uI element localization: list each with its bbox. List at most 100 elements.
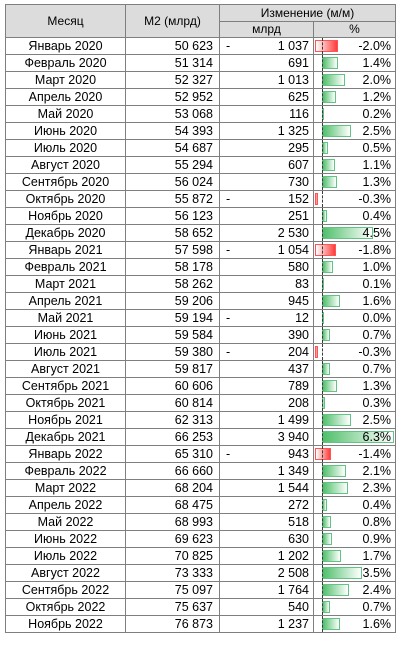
cell-change-mlrd: 83	[219, 275, 314, 293]
cell-change-mlrd: 1 013	[219, 71, 314, 89]
cell-m2: 73 333	[125, 564, 220, 582]
cell-m2: 50 623	[125, 37, 220, 55]
databar-positive	[322, 363, 330, 375]
cell-m2: 59 206	[125, 292, 220, 310]
databar-positive	[322, 176, 337, 188]
databar-positive	[322, 57, 338, 69]
cell-m2: 52 327	[125, 71, 220, 89]
cell-change-mlrd: 295	[219, 139, 314, 157]
change-pct-value: 1.6%	[362, 294, 392, 308]
cell-month: Апрель 2022	[5, 496, 126, 514]
cell-m2: 56 024	[125, 173, 220, 191]
cell-change-pct: 1.6%	[312, 292, 397, 310]
databar-axis	[322, 616, 323, 632]
cell-m2: 56 123	[125, 207, 220, 225]
databar-axis	[322, 548, 323, 564]
cell-m2: 76 873	[125, 615, 220, 633]
databar-positive	[322, 380, 337, 392]
cell-change-mlrd: - 1 037	[219, 37, 314, 55]
table-row: Ноябрь 2020 56 123 251 0.4%	[5, 207, 397, 225]
cell-month: Октябрь 2021	[5, 394, 126, 412]
change-abs-value: 3 940	[277, 430, 309, 444]
change-pct-value: -0.3%	[358, 192, 392, 206]
databar-positive	[322, 329, 330, 341]
table-row: Июнь 2021 59 584 390 0.7%	[5, 326, 397, 344]
cell-change-pct: -1.8%	[312, 241, 397, 259]
cell-month: Август 2020	[5, 156, 126, 174]
change-abs-value: 251	[288, 209, 309, 223]
cell-change-mlrd: 1 237	[219, 615, 314, 633]
table-row: Январь 2021 57 598- 1 054 -1.8%	[5, 241, 397, 259]
databar-positive	[322, 91, 336, 103]
cell-change-mlrd: 437	[219, 360, 314, 378]
databar-axis	[322, 276, 323, 292]
change-abs-value: 943	[288, 447, 309, 461]
change-pct-value: 0.3%	[362, 396, 392, 410]
change-abs-value: 1 349	[277, 464, 309, 478]
change-pct-value: 1.3%	[362, 175, 392, 189]
change-abs-value: 540	[288, 600, 309, 614]
cell-m2: 59 817	[125, 360, 220, 378]
change-abs-value: 437	[288, 362, 309, 376]
table-row: Август 2021 59 817 437 0.7%	[5, 360, 397, 378]
cell-month: Январь 2020	[5, 37, 126, 55]
cell-change-mlrd: - 204	[219, 343, 314, 361]
cell-change-pct: 0.4%	[312, 207, 397, 225]
cell-month: Декабрь 2021	[5, 428, 126, 446]
cell-change-pct: 2.4%	[312, 581, 397, 599]
cell-m2: 51 314	[125, 54, 220, 72]
change-pct-value: 0.7%	[362, 600, 392, 614]
cell-m2: 54 393	[125, 122, 220, 140]
table-row: Апрель 2021 59 206 945 1.6%	[5, 292, 397, 310]
databar-positive	[322, 465, 346, 477]
databar-axis	[322, 89, 323, 105]
cell-month: Октябрь 2022	[5, 598, 126, 616]
m2-table-container: Месяц M2 (млрд) Изменение (м/м) млрд % Я…	[5, 4, 397, 633]
change-pct-value: 1.6%	[362, 617, 392, 631]
cell-m2: 55 872	[125, 190, 220, 208]
change-pct-value: 1.7%	[362, 549, 392, 563]
databar-axis	[322, 174, 323, 190]
cell-m2: 70 825	[125, 547, 220, 565]
cell-change-mlrd: - 943	[219, 445, 314, 463]
change-pct-value: 0.4%	[362, 209, 392, 223]
databar-axis	[322, 480, 323, 496]
cell-month: Октябрь 2020	[5, 190, 126, 208]
cell-change-pct: 1.1%	[312, 156, 397, 174]
cell-change-mlrd: - 1 054	[219, 241, 314, 259]
cell-change-pct: -0.3%	[312, 190, 397, 208]
cell-change-pct: 0.8%	[312, 513, 397, 531]
change-abs-value: 1 054	[277, 243, 309, 257]
change-pct-value: 2.5%	[362, 124, 392, 138]
cell-m2: 58 262	[125, 275, 220, 293]
databar-negative	[315, 448, 331, 460]
table-row: Ноябрь 2021 62 313 1 499 2.5%	[5, 411, 397, 429]
cell-m2: 75 097	[125, 581, 220, 599]
cell-m2: 59 380	[125, 343, 220, 361]
databar-positive	[322, 601, 330, 613]
cell-change-mlrd: 3 940	[219, 428, 314, 446]
databar-axis	[322, 259, 323, 275]
table-body: Январь 2020 50 623-1 037 -2.0% Февраль 2020…	[5, 37, 397, 633]
change-pct-value: 0.0%	[362, 311, 392, 325]
change-abs-value: 580	[288, 260, 309, 274]
cell-change-mlrd: 730	[219, 173, 314, 191]
change-abs-value: 625	[288, 90, 309, 104]
cell-change-pct: 1.3%	[312, 377, 397, 395]
databar-positive	[322, 295, 340, 307]
change-pct-value: 0.7%	[362, 362, 392, 376]
header-row-1: Месяц M2 (млрд) Изменение (м/м)	[5, 4, 397, 38]
change-pct-value: -0.3%	[358, 345, 392, 359]
cell-m2: 58 652	[125, 224, 220, 242]
cell-m2: 66 253	[125, 428, 220, 446]
change-abs-value: 1 237	[277, 617, 309, 631]
databar-axis	[322, 378, 323, 394]
databar-positive	[322, 482, 348, 494]
change-pct-value: 2.3%	[362, 481, 392, 495]
cell-change-pct: 0.3%	[312, 394, 397, 412]
cell-m2: 65 310	[125, 445, 220, 463]
databar-axis	[322, 446, 323, 462]
change-sign: -	[226, 311, 231, 325]
cell-change-mlrd: 272	[219, 496, 314, 514]
cell-change-mlrd: 1 499	[219, 411, 314, 429]
